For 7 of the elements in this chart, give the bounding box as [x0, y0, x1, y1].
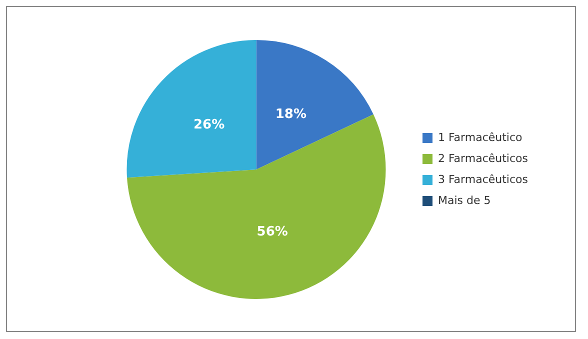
legend-label: Mais de 5	[438, 194, 491, 207]
data-label: 18%	[275, 107, 307, 122]
data-label: 56%	[256, 224, 288, 240]
legend-label: 2 Farmacêuticos	[438, 152, 528, 165]
legend-label: 3 Farmacêuticos	[438, 172, 528, 186]
legend-label: 1 Farmacêutico	[438, 130, 523, 144]
data-label: 26%	[193, 118, 225, 133]
